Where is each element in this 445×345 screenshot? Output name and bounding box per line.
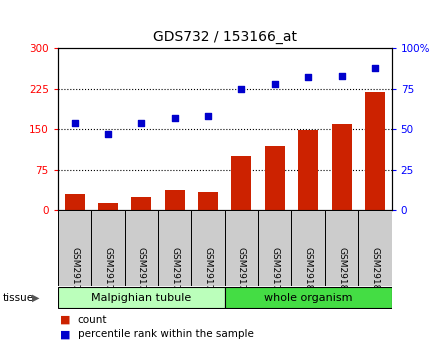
Text: GSM29175: GSM29175 [137,247,146,296]
Text: Malpighian tubule: Malpighian tubule [91,293,191,303]
Bar [298,130,318,210]
Bar [58,287,225,308]
Text: GSM29177: GSM29177 [203,247,213,296]
Bar [225,210,258,286]
Bar [131,197,151,210]
Text: GSM29178: GSM29178 [237,247,246,296]
Text: GSM29181: GSM29181 [337,247,346,296]
Point [372,65,379,70]
Point [305,75,312,80]
Text: GSM29176: GSM29176 [170,247,179,296]
Bar [91,210,125,286]
Point [271,81,279,87]
Point [238,86,245,92]
Text: ▶: ▶ [32,293,40,303]
Text: GSM29179: GSM29179 [270,247,279,296]
Point [71,120,78,126]
Point [205,114,212,119]
Point [105,131,112,137]
Bar [165,190,185,210]
Text: GSM29180: GSM29180 [303,247,313,296]
Text: ■: ■ [60,315,71,325]
Bar [358,210,392,286]
Point [338,73,345,79]
Bar [98,204,118,210]
Bar [198,191,218,210]
Bar [231,156,251,210]
Bar [265,146,285,210]
Text: percentile rank within the sample: percentile rank within the sample [78,329,254,339]
Bar [191,210,225,286]
Point [171,115,178,121]
Bar [158,210,191,286]
Bar [125,210,158,286]
Text: ■: ■ [60,329,71,339]
Text: count: count [78,315,107,325]
Bar [258,210,291,286]
Text: GSM29182: GSM29182 [370,247,380,296]
Bar [58,210,91,286]
Text: GSM29173: GSM29173 [70,247,79,296]
Title: GDS732 / 153166_at: GDS732 / 153166_at [153,30,297,45]
Bar [332,124,352,210]
Text: GSM29174: GSM29174 [103,247,113,296]
Point [138,120,145,126]
Bar [365,91,385,210]
Text: tissue: tissue [2,293,33,303]
Bar [325,210,358,286]
Bar [225,287,392,308]
Bar [65,194,85,210]
Text: whole organism: whole organism [264,293,352,303]
Bar [291,210,325,286]
